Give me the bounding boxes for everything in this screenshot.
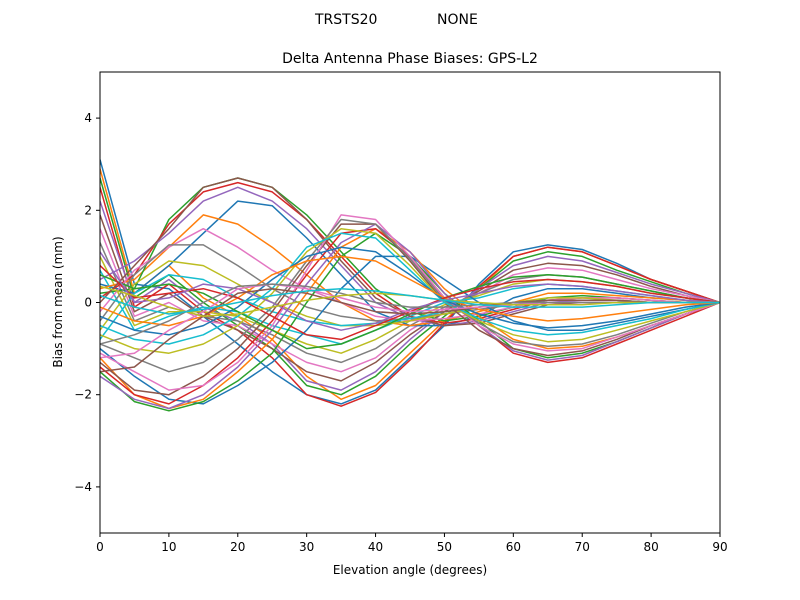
- series-line-27: [100, 214, 720, 391]
- x-tick-label: 90: [712, 540, 727, 554]
- suptitle: TRSTS20 NONE: [314, 12, 478, 28]
- y-axis: −4 −2 0 2 4: [74, 111, 100, 494]
- y-tick-label: −4: [74, 480, 92, 494]
- suptitle-right: NONE: [437, 12, 478, 28]
- y-tick-label: 0: [84, 296, 92, 310]
- y-axis-label: Bias from mean (mm): [51, 236, 65, 367]
- suptitle-left: TRSTS20: [314, 12, 377, 28]
- x-axis-label: Elevation angle (degrees): [333, 563, 487, 577]
- series-layer: [100, 159, 720, 412]
- series-line-40: [100, 287, 720, 315]
- x-tick-label: 0: [96, 540, 104, 554]
- chart-title: Delta Antenna Phase Biases: GPS-L2: [282, 51, 538, 67]
- x-tick-label: 10: [161, 540, 176, 554]
- y-tick-label: −2: [74, 388, 92, 402]
- x-tick-label: 60: [506, 540, 521, 554]
- x-tick-label: 40: [368, 540, 383, 554]
- y-tick-label: 2: [84, 203, 92, 217]
- series-line-31: [100, 246, 720, 336]
- x-tick-label: 70: [575, 540, 590, 554]
- series-line-28: [100, 218, 720, 373]
- x-tick-label: 30: [299, 540, 314, 554]
- x-tick-label: 20: [230, 540, 245, 554]
- series-line-35: [100, 251, 720, 331]
- x-tick-label: 50: [437, 540, 452, 554]
- x-tick-label: 80: [643, 540, 658, 554]
- series-line-7: [100, 228, 720, 373]
- series-line-30: [100, 232, 720, 345]
- x-axis: 0 10 20 30 40 50 60 70 80 90: [96, 533, 728, 554]
- series-line-29: [100, 227, 720, 354]
- series-line-26: [100, 223, 720, 396]
- series-line-25: [100, 223, 720, 410]
- y-tick-label: 4: [84, 111, 92, 125]
- series-line-12: [100, 214, 720, 327]
